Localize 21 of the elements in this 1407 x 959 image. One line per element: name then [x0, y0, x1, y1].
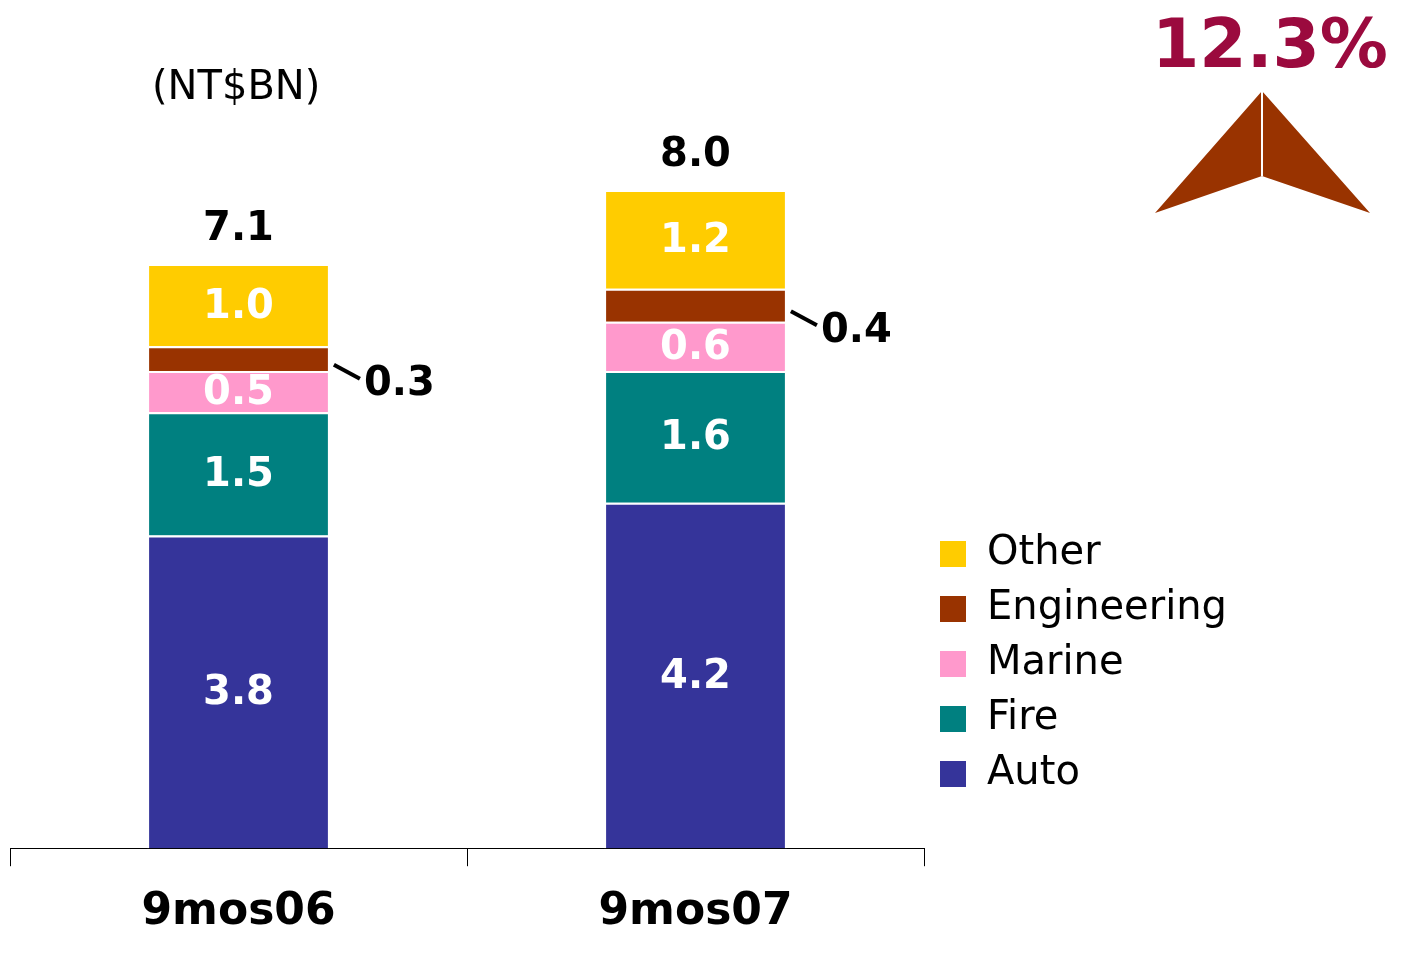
legend-label: Marine	[987, 637, 1124, 684]
legend-label: Fire	[987, 692, 1059, 739]
data-label: 0.3	[363, 358, 435, 405]
legend-label: Other	[987, 527, 1102, 574]
legend-label: Engineering	[987, 582, 1227, 629]
data-label: 0.5	[203, 366, 274, 413]
data-label: 3.8	[203, 667, 274, 714]
text: (NT$BN)	[152, 62, 321, 108]
legend-label: Auto	[987, 747, 1080, 794]
data-label: 0.4	[820, 304, 892, 351]
data-label: 0.6	[660, 321, 731, 368]
total-label: 8.0	[660, 129, 731, 176]
data-label: 1.5	[203, 449, 274, 496]
data-label: 1.6	[660, 412, 731, 459]
data-label: 4.2	[660, 650, 731, 697]
x-tick-label: 9mos06	[141, 883, 336, 935]
data-label: 1.0	[203, 280, 274, 327]
data-label: 1.2	[660, 214, 731, 261]
text: 12.3%	[1152, 4, 1388, 83]
total-label: 7.1	[203, 203, 274, 250]
x-tick-label: 9mos07	[598, 883, 793, 935]
